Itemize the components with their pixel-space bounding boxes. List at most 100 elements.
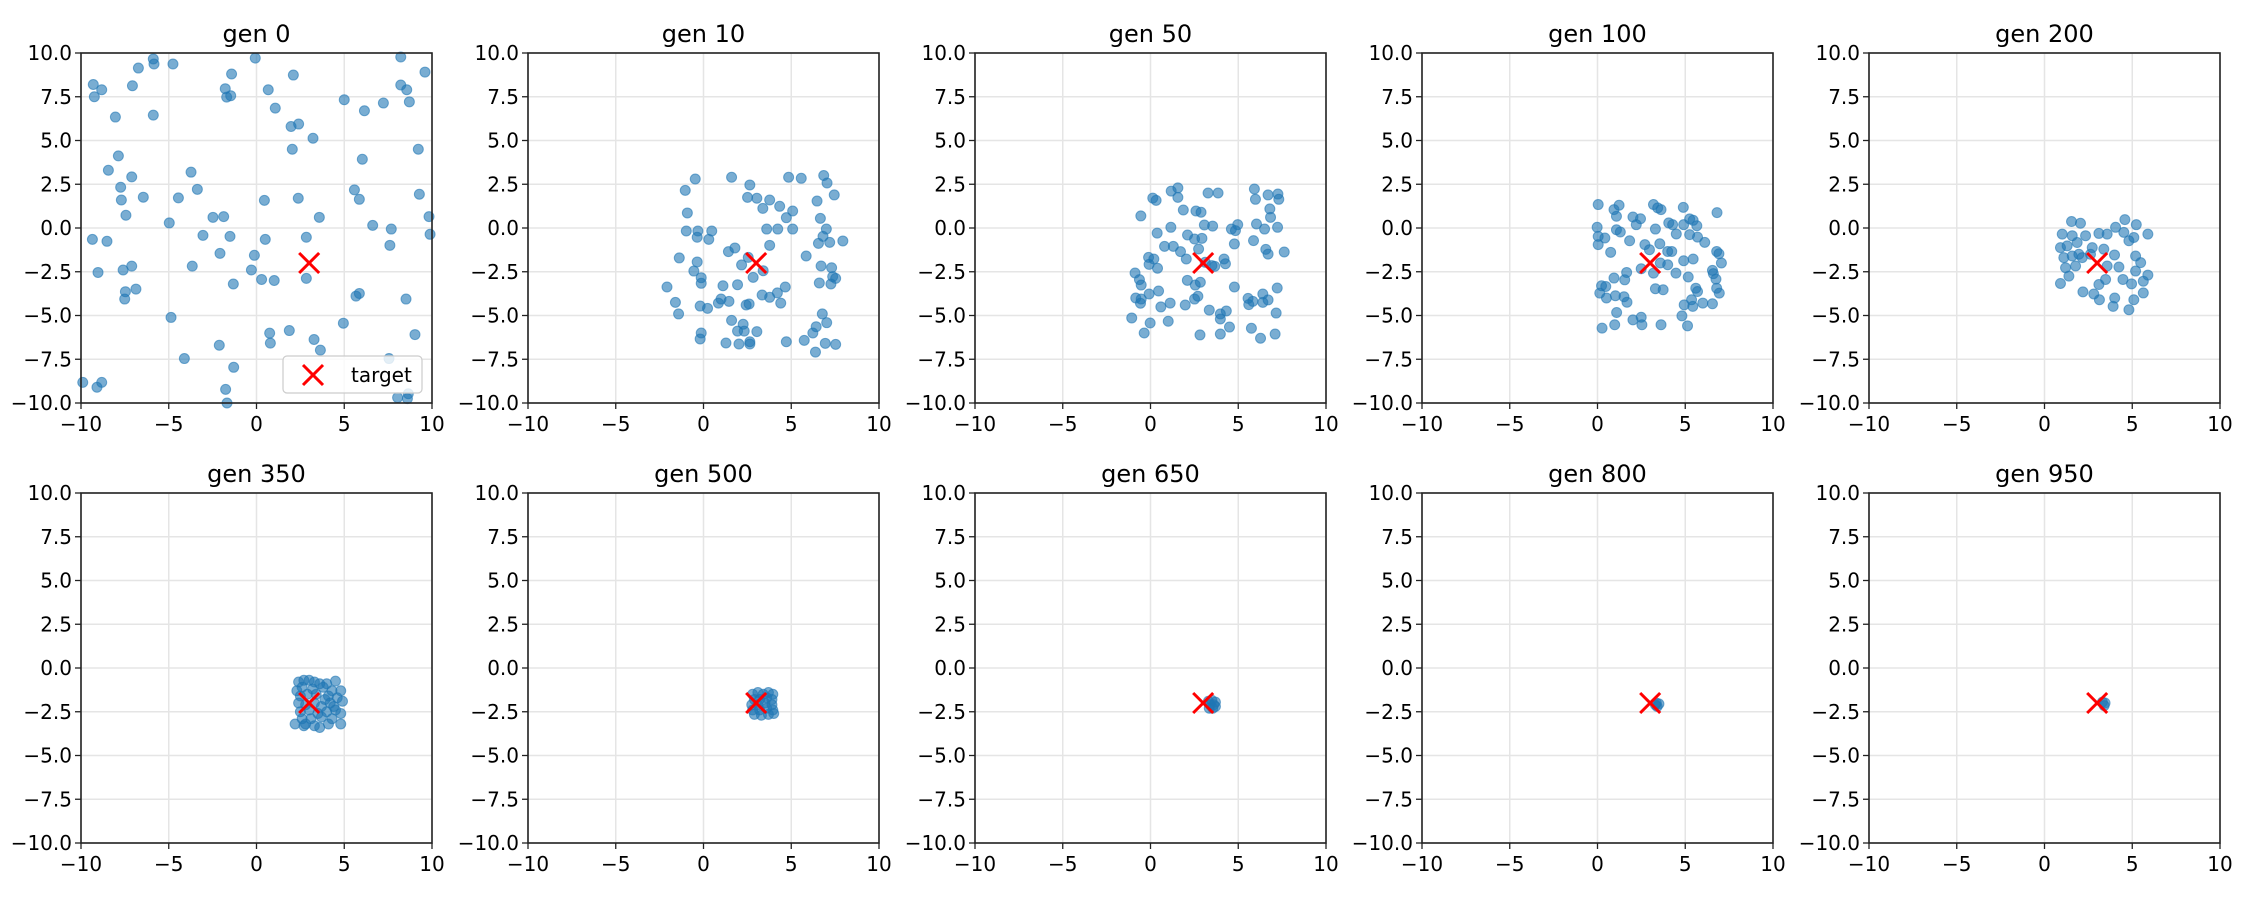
data-point [824, 236, 836, 248]
data-point [1655, 204, 1667, 216]
data-point [1682, 320, 1694, 332]
data-point [358, 105, 370, 117]
data-point [1223, 321, 1235, 333]
data-point [2107, 300, 2119, 312]
data-point [681, 207, 693, 219]
target-marker [298, 691, 321, 715]
x-tick-label: 0 [1591, 852, 1604, 876]
x-tick-label: −5 [154, 852, 183, 876]
y-tick-label: −10.0 [1352, 831, 1413, 855]
subplot-gen-0: −10 −5 0 5 10 −10.0 −7.5 −5.0 −2.5 0.0 2.5 5.0 7.5 10… [11, 20, 445, 436]
y-tick-label: −5.0 [1364, 744, 1413, 768]
target-marker [1639, 251, 1662, 275]
target-marker [298, 251, 321, 275]
data-point [286, 143, 298, 155]
x-tick-label: 10 [2207, 412, 2232, 436]
data-point [1596, 322, 1608, 334]
data-point [2100, 273, 2112, 285]
data-point [2128, 231, 2140, 243]
y-tick-label: 0.0 [934, 216, 966, 240]
data-point [197, 229, 209, 241]
data-point [2056, 228, 2068, 240]
data-point [691, 231, 703, 243]
x-tick-label: −10 [60, 852, 102, 876]
data-point [167, 58, 179, 70]
data-point [218, 211, 230, 223]
data-point [2137, 275, 2149, 287]
target-x-stroke [745, 691, 768, 715]
data-point [1214, 328, 1226, 340]
data-point [1624, 235, 1636, 247]
target-marker [1192, 691, 1215, 715]
data-point [1193, 243, 1205, 255]
data-point [401, 84, 413, 96]
data-point [224, 230, 236, 242]
data-point [744, 338, 756, 350]
y-tick-label: −7.5 [1811, 787, 1860, 811]
data-point [264, 327, 276, 339]
x-tick-label: 10 [866, 852, 891, 876]
x-tick-label: −5 [1495, 412, 1524, 436]
data-point [2113, 261, 2125, 273]
data-point [88, 91, 100, 103]
y-tick-label: 10.0 [474, 481, 519, 505]
data-point [101, 235, 113, 247]
data-point [1192, 290, 1204, 302]
data-point [774, 200, 786, 212]
y-tick-label: 2.5 [934, 612, 966, 636]
data-point [837, 235, 849, 247]
data-point [814, 212, 826, 224]
data-point [1614, 226, 1626, 238]
x-tick-label: 5 [338, 412, 351, 436]
data-point [798, 334, 810, 346]
data-point [1670, 267, 1682, 279]
data-point [1179, 299, 1191, 311]
data-point [673, 252, 685, 264]
data-point [319, 694, 331, 705]
data-point [300, 231, 312, 243]
data-point [424, 228, 436, 240]
y-tick-label: 10.0 [1815, 41, 1860, 65]
data-point [2117, 273, 2129, 285]
data-point [1678, 255, 1690, 267]
data-point [337, 317, 349, 329]
data-point [819, 337, 831, 349]
data-point [96, 84, 108, 96]
x-tick-label: −10 [60, 412, 102, 436]
y-tick-label: 2.5 [1381, 612, 1413, 636]
data-point [1657, 284, 1669, 296]
data-point [813, 277, 825, 289]
data-point [225, 90, 237, 102]
data-point [109, 111, 121, 123]
y-tick-label: 5.0 [934, 569, 966, 593]
data-point [120, 209, 132, 221]
data-point [403, 96, 415, 108]
data-point [185, 166, 197, 178]
x-tick-label: 10 [1313, 852, 1338, 876]
x-tick-label: −10 [507, 412, 549, 436]
subplot-title: gen 500 [654, 460, 753, 488]
data-point [779, 281, 791, 293]
data-point [207, 211, 219, 223]
x-tick-label: −10 [1401, 412, 1443, 436]
data-point [736, 259, 748, 271]
data-point [178, 353, 190, 365]
data-point [732, 279, 744, 291]
data-point [695, 277, 707, 289]
y-tick-label: 7.5 [1828, 525, 1860, 549]
y-tick-label: −10.0 [905, 391, 966, 415]
data-point [1613, 199, 1625, 211]
y-tick-label: 2.5 [1828, 172, 1860, 196]
data-point [259, 233, 271, 245]
data-point [772, 223, 784, 235]
data-point [115, 181, 127, 193]
y-tick-label: 10.0 [1368, 481, 1413, 505]
subplot-gen-650: −10 −5 0 5 10 −10.0 −7.5 −5.0 −2.5 0.0 2.5 5.0 7.5 10… [905, 460, 1339, 876]
data-point [2128, 294, 2140, 306]
x-tick-label: 0 [1591, 412, 1604, 436]
y-tick-label: 2.5 [40, 172, 72, 196]
data-point [126, 80, 138, 92]
data-point [1151, 227, 1163, 239]
y-tick-label: −5.0 [917, 744, 966, 768]
x-tick-label: −5 [1942, 852, 1971, 876]
